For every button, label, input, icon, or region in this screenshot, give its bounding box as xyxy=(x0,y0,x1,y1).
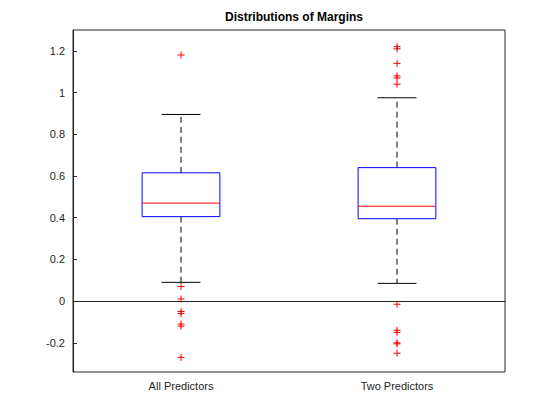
svg-text:Distributions of Margins: Distributions of Margins xyxy=(225,10,363,24)
svg-text:1.2: 1.2 xyxy=(50,45,65,57)
svg-text:0.2: 0.2 xyxy=(50,253,65,265)
svg-text:0: 0 xyxy=(59,295,65,307)
svg-text:0.6: 0.6 xyxy=(50,170,65,182)
svg-text:All Predictors: All Predictors xyxy=(149,380,214,392)
svg-text:0.4: 0.4 xyxy=(50,212,65,224)
svg-text:Two Predictors: Two Predictors xyxy=(361,380,434,392)
svg-text:1: 1 xyxy=(59,87,65,99)
svg-text:-0.2: -0.2 xyxy=(46,337,65,349)
svg-text:0.8: 0.8 xyxy=(50,128,65,140)
